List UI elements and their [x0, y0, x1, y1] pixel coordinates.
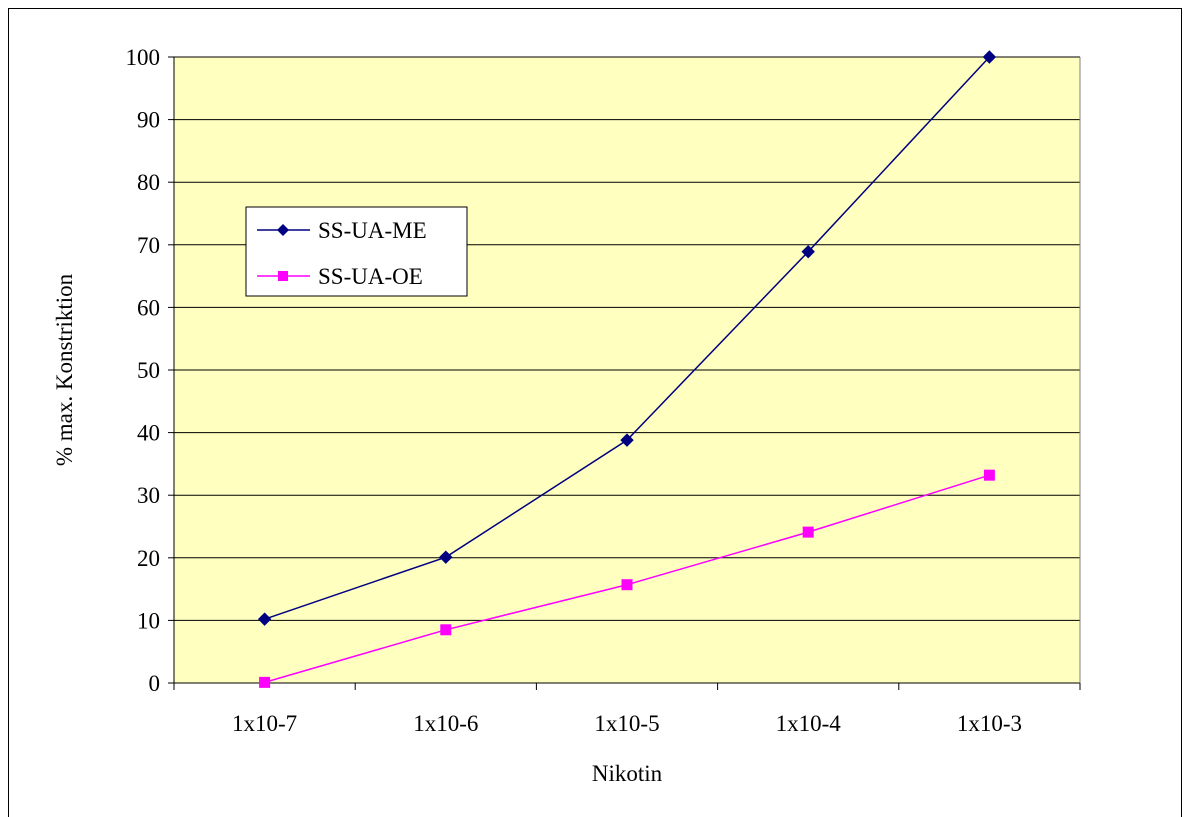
y-tick-label-40: 40 [137, 421, 160, 446]
data-point-ss-ua-me-1x10-7 [257, 612, 272, 626]
legend-label-ss-ua-oe: SS-UA-OE [318, 264, 423, 289]
legend: SS-UA-ME SS-UA-OE [245, 206, 468, 297]
y-axis-ticks: 0 10 20 30 40 50 60 70 80 90 100 [126, 45, 174, 696]
x-tick-label-1x10-5: 1x10-5 [594, 711, 659, 736]
data-point-ss-ua-me-1x10-4 [801, 244, 815, 259]
y-tick-label-90: 90 [137, 108, 160, 133]
y-tick-label-20: 20 [137, 546, 160, 571]
chart-frame [8, 8, 1182, 817]
y-tick-label-10: 10 [137, 608, 160, 633]
x-tick-label-1x10-3: 1x10-3 [957, 711, 1022, 736]
legend-marker-ss-ua-me [277, 224, 289, 236]
data-point-ss-ua-oe-1x10-6 [440, 624, 452, 636]
data-point-ss-ua-me-1x10-5 [620, 433, 634, 447]
y-tick-label-50: 50 [137, 358, 160, 383]
x-tick-label-1x10-4: 1x10-4 [776, 711, 842, 736]
data-point-ss-ua-me-1x10-6 [439, 550, 453, 564]
data-point-ss-ua-oe-1x10-4 [802, 526, 814, 538]
legend-box [245, 206, 468, 297]
y-tick-label-80: 80 [137, 170, 160, 195]
y-tick-label-70: 70 [137, 233, 160, 258]
x-tick-label-1x10-6: 1x10-6 [413, 711, 478, 736]
y-tick-label-0: 0 [149, 671, 161, 696]
data-point-ss-ua-oe-1x10-7 [259, 676, 271, 688]
x-axis-ticks: 1x10-7 1x10-6 1x10-5 1x10-4 1x10-3 [173, 683, 1081, 736]
data-point-ss-ua-oe-1x10-3 [983, 469, 995, 481]
x-axis-title: Nikotin [592, 761, 663, 786]
data-point-ss-ua-oe-1x10-5 [621, 579, 633, 591]
y-tick-label-30: 30 [137, 483, 160, 508]
y-tick-label-60: 60 [137, 295, 160, 320]
x-tick-label-1x10-7: 1x10-7 [232, 711, 297, 736]
y-axis-title: % max. Konstriktion [52, 273, 77, 466]
legend-marker-ss-ua-oe [278, 271, 288, 281]
legend-label-ss-ua-me: SS-UA-ME [318, 218, 427, 243]
data-point-ss-ua-me-1x10-3 [982, 50, 997, 64]
series-layer [257, 50, 997, 688]
y-tick-label-100: 100 [126, 45, 161, 70]
